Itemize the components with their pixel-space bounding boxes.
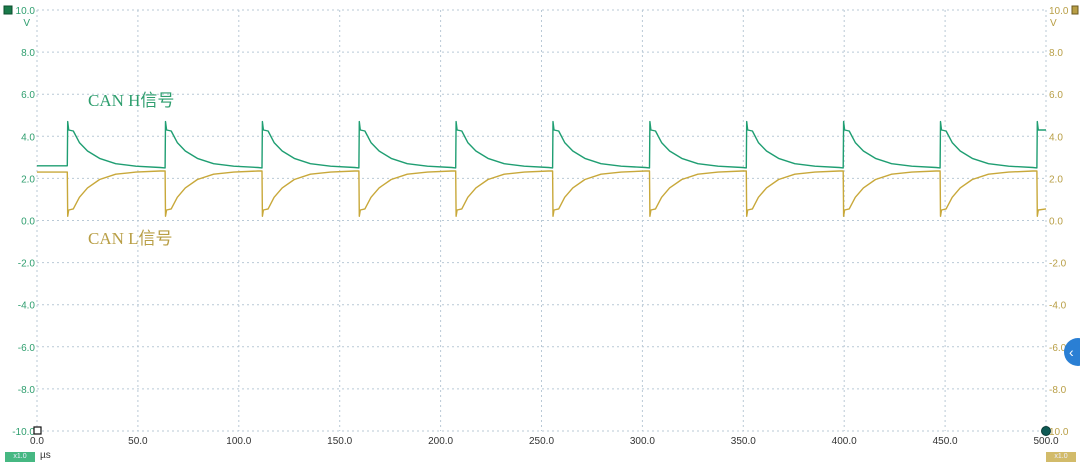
y-tick-label-right: 10.0 [1049, 6, 1069, 17]
y-tick-label-left: 0.0 [21, 217, 35, 228]
y-tick-label-left: 6.0 [21, 90, 35, 101]
x-tick-label: 300.0 [630, 436, 655, 447]
y-tick-label-right: 0.0 [1049, 217, 1063, 228]
x-tick-label: 100.0 [226, 436, 251, 447]
y-unit-label: V [23, 18, 30, 29]
grid [36, 9, 1047, 432]
y-tick-label-right: 10.0 [1049, 427, 1069, 438]
y-tick-label-right: -6.0 [1049, 343, 1067, 354]
y-tick-label-left: -2.0 [18, 259, 36, 270]
y-tick-label-left: -4.0 [18, 301, 36, 312]
channel-b-marker-icon[interactable] [1071, 5, 1079, 15]
trace-can-l [37, 170, 1047, 217]
traces [37, 120, 1047, 217]
channel-a-marker-icon[interactable] [3, 5, 13, 15]
tick-labels: 0.0 50.0 100.0 150.0 200.0 250.0 300.0 350.0 400… [12, 6, 1069, 447]
y-tick-label-right: 2.0 [1049, 174, 1063, 185]
start-cursor-marker-icon[interactable] [33, 426, 42, 435]
y-tick-label-right: 6.0 [1049, 90, 1063, 101]
x-unit-label: µs [40, 450, 51, 461]
x-tick-label: 0.0 [30, 436, 44, 447]
end-cursor-marker-icon[interactable] [1041, 426, 1051, 436]
y-tick-label-right: -4.0 [1049, 301, 1067, 312]
y-tick-label-right: -8.0 [1049, 385, 1067, 396]
x-tick-label: 500.0 [1033, 436, 1058, 447]
annotation-can-l: CAN L信号 [88, 229, 173, 248]
y-tick-label-right: -2.0 [1049, 259, 1067, 270]
right-scale-badge[interactable]: x1.0 [1046, 452, 1076, 462]
x-tick-label: 50.0 [128, 436, 148, 447]
x-tick-label: 350.0 [731, 436, 756, 447]
x-tick-label: 200.0 [428, 436, 453, 447]
left-scale-badge[interactable]: x1.0 [5, 452, 35, 462]
y-tick-label-left: -10.0 [12, 427, 35, 438]
y-tick-label-right: 8.0 [1049, 48, 1063, 59]
x-tick-label: 400.0 [832, 436, 857, 447]
annotation-can-h: CAN H信号 [88, 91, 174, 110]
x-tick-label: 450.0 [933, 436, 958, 447]
y-tick-label-right: 4.0 [1049, 132, 1063, 143]
y-tick-label-left: 10.0 [16, 6, 36, 17]
y-tick-label-left: -8.0 [18, 385, 36, 396]
collapse-panel-button[interactable]: ‹ [1064, 338, 1080, 366]
y-tick-label-left: 8.0 [21, 48, 35, 59]
x-tick-label: 150.0 [327, 436, 352, 447]
x-tick-label: 250.0 [529, 436, 554, 447]
y-tick-label-left: 2.0 [21, 174, 35, 185]
trace-can-h [37, 120, 1046, 169]
chevron-left-icon: ‹ [1069, 344, 1074, 360]
y-unit-label-right: V [1050, 18, 1057, 29]
y-tick-label-left: -6.0 [18, 343, 36, 354]
y-tick-label-left: 4.0 [21, 132, 35, 143]
